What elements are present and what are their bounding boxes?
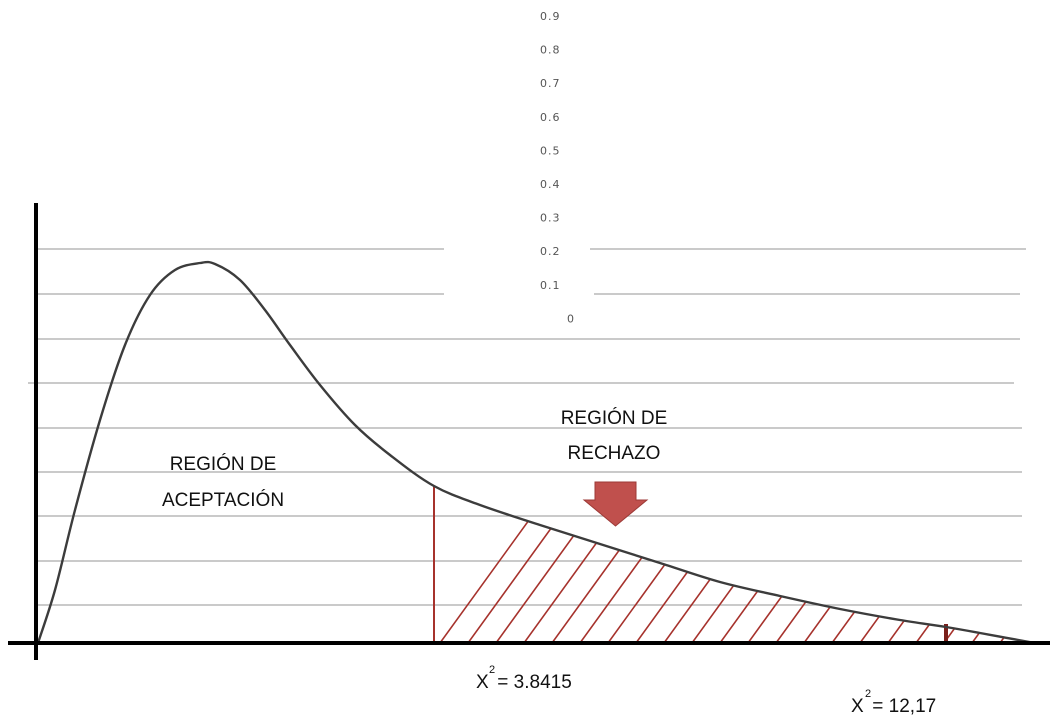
y-tick-label: 0.7 — [540, 77, 561, 90]
calculated-x-symbol: X — [851, 696, 864, 717]
chi-square-curve — [36, 260, 1036, 645]
y-tick-label: 0.8 — [540, 44, 561, 57]
y-tick-label: 0.9 — [540, 10, 561, 23]
rejection-label-line1: REGIÓN DE — [561, 407, 668, 429]
y-tick-label: 0.5 — [540, 144, 561, 157]
calculated-value-text: = 12,17 — [867, 696, 936, 717]
y-tick-labels: 0.9 0.8 0.7 0.6 0.5 0.4 0.3 0.2 0.1 0 — [540, 10, 575, 325]
y-tick-label: 0.4 — [540, 178, 561, 191]
acceptance-label-line1: REGIÓN DE — [170, 453, 277, 475]
acceptance-label-line2: ACEPTACIÓN — [162, 489, 284, 511]
y-tick-label: 0.1 — [540, 279, 561, 292]
critical-superscript: 2 — [489, 664, 495, 676]
hatch-line — [1027, 486, 1035, 643]
calculated-value-label: X 2 = 12,17 — [851, 688, 936, 717]
grid-lines — [28, 248, 1026, 606]
down-arrow-icon — [582, 481, 649, 527]
y-tick-label: 0 — [567, 312, 575, 325]
critical-x-symbol: X — [476, 672, 489, 693]
y-tick-label: 0.2 — [540, 245, 561, 258]
rejection-label-line2: RECHAZO — [568, 443, 661, 464]
y-tick-label: 0.6 — [540, 111, 561, 124]
critical-value-label: X 2 = 3.8415 — [476, 664, 572, 693]
critical-value-text: = 3.8415 — [492, 672, 572, 693]
y-tick-label: 0.3 — [540, 212, 561, 225]
calculated-superscript: 2 — [865, 688, 871, 700]
